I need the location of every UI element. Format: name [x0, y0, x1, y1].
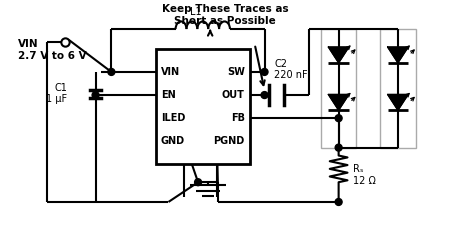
Circle shape [261, 69, 268, 75]
Text: ILED: ILED [161, 113, 185, 123]
Text: L1: L1 [189, 7, 201, 17]
Text: SW: SW [227, 67, 245, 77]
Circle shape [335, 199, 342, 206]
Polygon shape [328, 94, 349, 110]
Circle shape [335, 115, 342, 122]
Text: PGND: PGND [213, 136, 245, 146]
Text: OUT: OUT [222, 90, 245, 100]
Circle shape [261, 92, 268, 99]
Text: GND: GND [161, 136, 185, 146]
Polygon shape [387, 47, 408, 63]
Circle shape [92, 92, 99, 99]
Text: Rₛ
12 Ω: Rₛ 12 Ω [353, 164, 376, 186]
Polygon shape [387, 94, 408, 110]
Circle shape [335, 144, 342, 151]
Bar [380, 29, 416, 148]
Bar [321, 29, 356, 148]
Text: C2
220 nF: C2 220 nF [274, 59, 308, 80]
Text: VIN
2.7 V to 6 V: VIN 2.7 V to 6 V [18, 39, 86, 61]
Text: Keep These Traces as
Short as Possible: Keep These Traces as Short as Possible [162, 4, 288, 26]
Polygon shape [328, 47, 349, 63]
Text: FB: FB [231, 113, 245, 123]
Bar [156, 49, 250, 164]
Circle shape [194, 179, 202, 186]
Text: EN: EN [161, 90, 176, 100]
Text: VIN: VIN [161, 67, 180, 77]
Circle shape [108, 69, 115, 75]
Text: C1
1 μF: C1 1 μF [46, 83, 67, 104]
